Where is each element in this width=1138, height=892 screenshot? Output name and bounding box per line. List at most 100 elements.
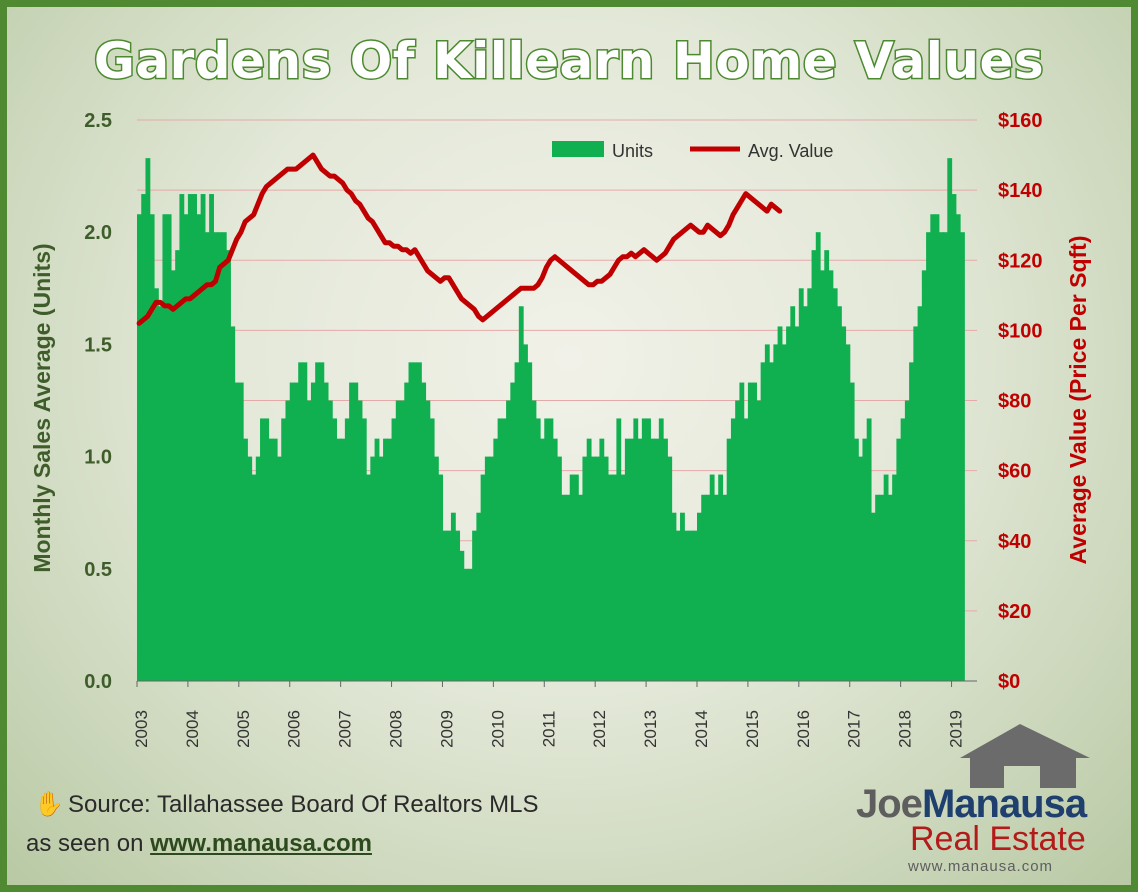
bar (540, 438, 545, 681)
bar (336, 438, 342, 681)
x-tick-label: 2014 (692, 710, 711, 748)
bar (590, 456, 596, 681)
bar (353, 382, 359, 681)
bar (633, 418, 639, 681)
bar (548, 418, 554, 681)
bar (510, 382, 516, 681)
bar (277, 456, 282, 681)
right-tick-label: $40 (998, 531, 1031, 553)
bar (637, 438, 643, 681)
bar (310, 382, 316, 681)
source-text: Source: Tallahassee Board Of Realtors ML… (68, 791, 539, 818)
bar (395, 400, 401, 681)
bar (221, 232, 227, 681)
bar (137, 214, 142, 681)
bar (658, 418, 664, 681)
bar (909, 362, 914, 681)
bar (586, 438, 592, 681)
seen-on-line: as seen on www.manausa.com (26, 830, 372, 858)
x-tick-label: 2017 (845, 710, 864, 748)
bar (162, 214, 168, 681)
x-tick-label: 2004 (183, 710, 202, 748)
logo-real-estate: Real Estate (910, 820, 1086, 858)
bar (293, 382, 299, 681)
x-tick-label: 2009 (437, 710, 456, 748)
legend-units-swatch (552, 141, 604, 157)
bar (688, 530, 694, 681)
bar (327, 400, 333, 681)
x-tick-label: 2003 (132, 710, 151, 748)
bar (183, 214, 189, 681)
units-bars (137, 158, 965, 682)
bar (713, 494, 719, 681)
bar (807, 288, 813, 681)
bar (366, 474, 371, 681)
left-tick-label: 2.0 (84, 222, 112, 244)
bar (501, 418, 507, 681)
bar (697, 512, 702, 681)
bar (599, 438, 605, 681)
bar (251, 474, 257, 681)
bar (527, 362, 533, 681)
bar (896, 438, 902, 681)
seen-on-link[interactable]: www.manausa.com (150, 830, 372, 857)
bar (302, 362, 308, 681)
bar (820, 270, 825, 681)
bar (238, 382, 244, 681)
bar (383, 438, 388, 681)
x-axis-ticks: 2003 2004 2005 2006 2007 2008 2009 2010 2011 2012… (132, 680, 977, 748)
bar (671, 512, 677, 681)
bar (629, 438, 634, 681)
bar (557, 456, 562, 681)
bar (879, 494, 885, 681)
bar (472, 530, 477, 681)
bar (374, 438, 380, 681)
bar (862, 438, 868, 681)
bar (433, 456, 439, 681)
bar (832, 288, 838, 681)
x-tick-label: 2012 (590, 710, 609, 748)
bar (264, 418, 270, 681)
bar (349, 382, 354, 681)
bar (752, 382, 757, 681)
bar (607, 474, 613, 681)
bar (480, 474, 486, 681)
chart-title: Gardens Of Killearn Home Values (94, 32, 1044, 90)
right-axis-ticks: $0 $20 $40 $60 $80 $100 $120 $140 $160 (998, 110, 1043, 693)
bar (514, 362, 520, 681)
bar (459, 550, 465, 681)
bar (272, 438, 278, 681)
bar (497, 418, 503, 681)
right-tick-label: $0 (998, 671, 1020, 693)
bar (709, 474, 715, 681)
bar (467, 568, 473, 681)
bar (531, 400, 537, 681)
company-logo: JoeManausa Real Estate www.manausa.com (848, 720, 1118, 875)
bar (289, 382, 295, 681)
bar (773, 344, 779, 681)
right-tick-label: $80 (998, 391, 1031, 413)
bar (357, 400, 363, 681)
bar (569, 474, 575, 681)
left-tick-label: 0.5 (84, 559, 112, 581)
bar (204, 232, 210, 681)
bar (179, 194, 185, 682)
bar (209, 194, 214, 682)
bar (582, 456, 588, 681)
left-tick-label: 0.0 (84, 671, 112, 693)
bar (404, 382, 410, 681)
logo-name-last: Manausa (921, 782, 1087, 826)
bar (429, 418, 435, 681)
left-axis-title: Monthly Sales Average (Units) (29, 243, 55, 572)
bar (412, 362, 418, 681)
bar (319, 362, 325, 681)
logo-url: www.manausa.com (908, 858, 1054, 875)
bar (408, 362, 414, 681)
logo-name-first: Joe (856, 782, 923, 826)
bar (446, 530, 452, 681)
bar (781, 344, 787, 681)
bar (552, 438, 558, 681)
source-line: ✋ Source: Tallahassee Board Of Realtors M… (34, 790, 538, 819)
